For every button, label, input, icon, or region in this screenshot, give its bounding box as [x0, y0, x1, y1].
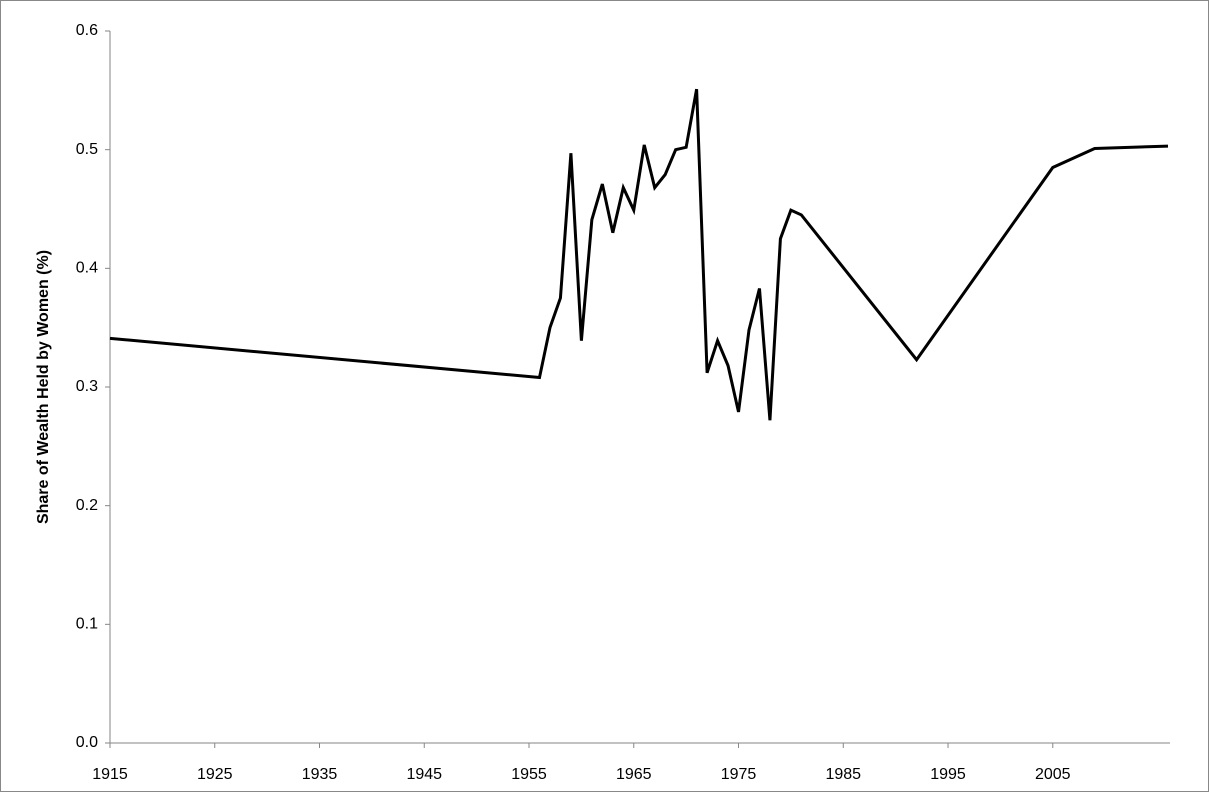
x-tick-label: 1935: [302, 766, 338, 783]
y-tick-label: 0.2: [76, 497, 98, 514]
y-tick-label: 0.6: [76, 22, 98, 39]
y-tick-label: 0.5: [76, 141, 98, 158]
x-tick-label: 1975: [721, 766, 757, 783]
data-line: [109, 88, 1169, 421]
y-tick-label: 0.1: [76, 616, 98, 633]
y-tick-label: 0.0: [76, 734, 98, 751]
x-tick-label: 1925: [197, 766, 233, 783]
x-tick-label: 2005: [1035, 766, 1071, 783]
y-tick-label: 0.3: [76, 378, 98, 395]
x-tick-label: 1915: [92, 766, 128, 783]
x-tick-label: 1995: [930, 766, 966, 783]
x-tick-label: 1985: [825, 766, 861, 783]
x-tick-label: 1965: [616, 766, 652, 783]
y-tick-label: 0.4: [76, 260, 98, 277]
y-axis-title: Share of Wealth Held by Women (%): [35, 250, 52, 524]
x-tick-label: 1955: [511, 766, 547, 783]
x-tick-label: 1945: [406, 766, 442, 783]
